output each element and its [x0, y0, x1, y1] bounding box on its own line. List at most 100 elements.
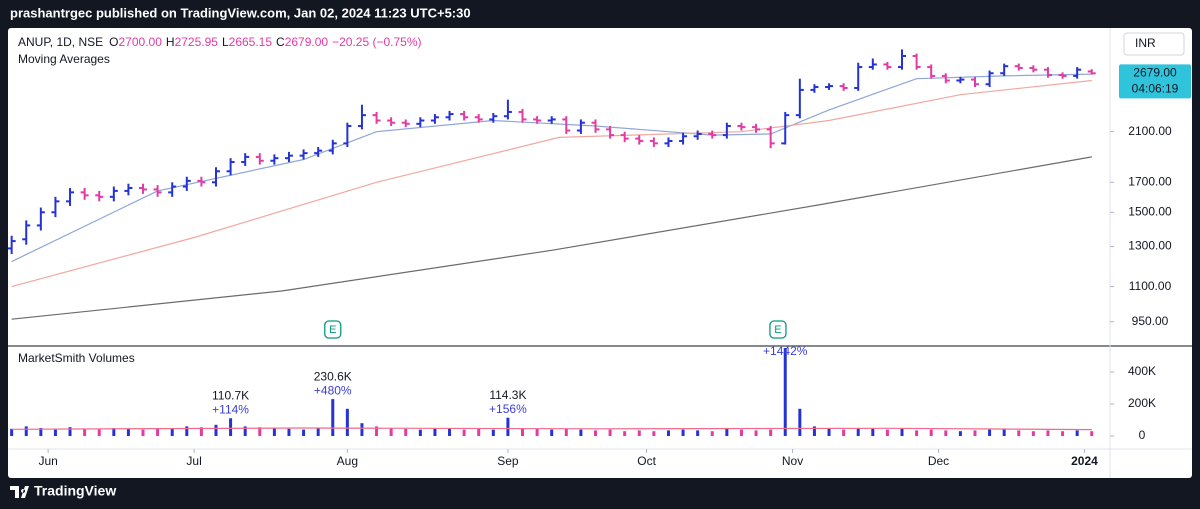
volume-bar: [491, 429, 495, 436]
volume-tick-label: 200K: [1128, 396, 1156, 410]
ohlc-bar: [518, 108, 527, 123]
volume-bar: [83, 428, 87, 436]
ohlc-bar: [693, 130, 702, 140]
volume-bar: [24, 426, 28, 436]
event-marker[interactable]: [769, 320, 787, 339]
volume-bar: [185, 426, 189, 436]
ohlc-bar: [810, 84, 819, 93]
volume-bar: [199, 427, 203, 436]
countdown: 04:06:19: [1132, 81, 1179, 95]
ohlc-bar: [80, 187, 89, 200]
price-tick-label: 2100.00: [1128, 124, 1172, 138]
volume-change: +114%: [212, 402, 249, 416]
last-price-label: 2679.00: [1133, 65, 1177, 79]
volume-bar: [477, 428, 481, 436]
event-marker[interactable]: [324, 320, 342, 339]
volume-bar: [1017, 430, 1021, 436]
ohlc-bar: [1043, 67, 1052, 78]
ohlc-bar: [489, 113, 498, 123]
volume-bar: [1046, 430, 1050, 436]
volume-bar: [389, 428, 393, 436]
ohlc-bar: [124, 183, 133, 196]
volume-bar: [988, 429, 992, 436]
time-tick-label: Sep: [497, 454, 519, 468]
volume-bar: [739, 429, 743, 436]
ohlc-bar: [460, 110, 469, 121]
ohlc-bar: [679, 132, 688, 145]
ohlc-bar: [1087, 69, 1096, 75]
ohlc-bar: [211, 167, 220, 187]
ohlc-bar: [168, 182, 177, 197]
ohlc-bar: [708, 130, 717, 139]
brand-name: TradingView: [34, 483, 116, 499]
ohlc-bar: [737, 122, 746, 131]
volume-bar: [345, 408, 349, 436]
ohlc-bar: [51, 196, 60, 218]
ohlc-bar: [8, 235, 16, 255]
ohlc-bar: [547, 116, 556, 124]
volume-bar: [827, 428, 831, 436]
volume-bar: [769, 429, 773, 436]
ohlc-bar: [664, 137, 673, 147]
ohlc-bar: [343, 122, 352, 147]
time-tick-label: Nov: [782, 454, 803, 468]
last-price-tag: [1119, 64, 1191, 99]
volume-value-label: 110.7K: [212, 388, 249, 402]
legend-key: L: [222, 35, 229, 49]
volume-tick-label: 400K: [1128, 364, 1156, 378]
overlay: ANUP, 1D, NSE Moving Averages MarketSmit…: [18, 32, 1191, 468]
ohlc-bar: [781, 111, 790, 145]
ohlc-bar: [182, 176, 191, 191]
volume-bar: [856, 428, 860, 436]
ohlc-bar: [591, 119, 600, 133]
ohlc-bar: [854, 62, 863, 91]
volume-bar: [360, 423, 364, 436]
volume-bar: [915, 430, 919, 436]
volume-bar: [593, 430, 597, 436]
currency-box[interactable]: [1123, 32, 1185, 56]
price-tick-label: 950.00: [1132, 314, 1169, 328]
time-tick-label: Jul: [186, 454, 201, 468]
volume-change: +1442%: [763, 344, 808, 358]
ohlc-bar: [606, 126, 615, 139]
volume-title: MarketSmith Volumes: [18, 351, 135, 365]
volume-bar: [1061, 431, 1065, 436]
volume-bar: [783, 348, 787, 436]
volume-average: [11, 427, 1092, 431]
ohlc-bar: [299, 149, 308, 160]
ohlc-bar: [1073, 67, 1082, 79]
volume-bar: [375, 426, 379, 436]
currency[interactable]: INR: [1135, 36, 1156, 50]
volume-bar: [885, 429, 889, 436]
volume-bar: [564, 428, 568, 436]
volume-bar: [433, 428, 437, 436]
volume-value-label: 230.6K: [314, 369, 352, 383]
volume-bar: [681, 429, 685, 436]
ohlc-bar: [284, 151, 293, 163]
ohlc-bar: [1000, 63, 1009, 76]
volume-bar: [798, 408, 802, 436]
price-tick-label: 1500.00: [1128, 204, 1172, 218]
ohlc-bar: [956, 76, 965, 84]
time-tick-label: Dec: [928, 454, 949, 468]
ohlc-bar: [927, 64, 936, 79]
volume-bar: [243, 426, 247, 436]
ohlc-bar: [970, 76, 979, 88]
ohlc-bar: [474, 114, 483, 123]
volume-bar: [68, 427, 72, 436]
volume-bar: [754, 430, 758, 436]
ohlc-bar: [445, 110, 454, 121]
ohlc-bar: [503, 99, 512, 120]
ohlc-bar: [139, 183, 148, 194]
volume-value-label: 114.3K: [489, 388, 526, 402]
volume-bar: [156, 428, 160, 436]
ohlc-bar: [1014, 63, 1023, 71]
volume-bar: [666, 430, 670, 436]
ohlc-bar: [635, 135, 644, 145]
volume-bar: [258, 427, 262, 436]
volume-bar: [929, 429, 933, 436]
volume-bar: [944, 430, 948, 436]
ohlc-bar: [825, 83, 834, 90]
volume-bar: [608, 429, 612, 436]
volume-bar: [448, 428, 452, 436]
